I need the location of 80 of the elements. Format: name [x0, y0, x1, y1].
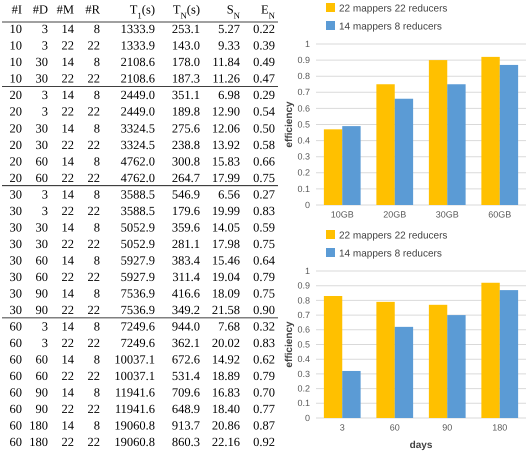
y-tick-label: 0.9	[297, 280, 310, 291]
text: 10 30 14 8 2108.6 178.0 11.84 0.49	[10, 55, 275, 70]
bar	[324, 129, 342, 205]
text: 60 180 14 8 19060.8 913.7 20.86 0.87	[10, 418, 275, 433]
text: 30 3 22 22 3588.5 179.6 19.99 0.83	[10, 204, 275, 218]
bar	[342, 370, 361, 418]
x-tick-label: 180	[492, 422, 508, 432]
text: 20 60 14 8 4762.0 300.8 15.83 0.66	[10, 154, 275, 168]
legend-label: 22 mappers 22 reducers	[339, 4, 448, 14]
text: 20 60 22 22 4762.0 264.7 17.99 0.75	[10, 170, 275, 185]
y-tick-label: 0.1	[297, 398, 310, 408]
text: 10 3 22 22 1333.9 143.0 9.33 0.39	[10, 38, 275, 53]
text: #I #D #M #R T$_{1}$(s) T$_{N}$(s) S$_{N}$ E$_{N}$	[12, 2, 275, 21]
text: 30 90 22 22 7536.9 349.2 21.58 0.90	[10, 302, 275, 317]
y-tick-label: 0.4	[297, 135, 310, 146]
x-tick-label: 60	[390, 422, 400, 432]
bar	[481, 56, 500, 205]
y-tick-label: 0.8	[297, 71, 310, 82]
text: 60 180 22 22 19060.8 860.3 22.16 0.92	[10, 435, 275, 450]
bar	[394, 326, 414, 418]
y-tick-label: 0.1	[297, 184, 310, 194]
text: 60 3 22 22 7249.6 362.1 20.02 0.83	[10, 336, 275, 350]
text: 10 30 22 22 2108.6 187.3 11.26 0.47	[10, 72, 275, 86]
text: 10 3 14 8 1333.9 253.1 5.27 0.22	[10, 22, 275, 36]
text: 60 60 14 8 10037.1 672.6 14.92 0.62	[10, 352, 275, 367]
x-axis-title: days	[410, 440, 433, 451]
x-tick-label: 60GB	[488, 209, 512, 220]
bar	[500, 290, 518, 418]
text: 20 3 22 22 2449.0 189.8 12.90 0.54	[10, 104, 275, 119]
y-tick-label: 1	[304, 266, 310, 276]
y-tick-label: 0.5	[297, 119, 310, 130]
text: 20 3 14 8 2449.0 351.1 6.98 0.29	[10, 88, 275, 102]
x-tick-label: 3	[340, 422, 345, 432]
bar	[376, 84, 395, 205]
text: 30 90 14 8 7536.9 416.6 18.09 0.75	[10, 286, 275, 300]
y-tick-label: 0.7	[297, 87, 310, 98]
y-tick-label: 0.3	[297, 368, 310, 379]
text: 30 60 22 22 5927.9 311.4 19.04 0.79	[10, 270, 275, 284]
bar	[324, 296, 342, 418]
x-tick-label: 90	[442, 422, 452, 432]
y-tick-label: 0.6	[297, 103, 310, 114]
y-axis-title: efficiency	[284, 101, 295, 148]
y-tick-label: 1	[304, 38, 310, 49]
y-axis-title: efficiency	[284, 321, 295, 368]
bar	[376, 302, 395, 418]
y-tick-label: 0.5	[297, 339, 310, 350]
text: 60 90 22 22 11941.6 648.9 18.40 0.77	[10, 402, 275, 416]
text: 30 3 14 8 3588.5 546.9 6.56 0.27	[10, 187, 275, 202]
text: 30 30 14 8 5052.9 359.6 14.05 0.59	[10, 220, 275, 234]
text: 30 60 14 8 5927.9 383.4 15.46 0.64	[10, 253, 275, 268]
bar	[500, 64, 518, 205]
y-tick-label: 0.2	[297, 383, 310, 394]
y-tick-label: 0.2	[297, 168, 310, 178]
y-tick-label: 0.6	[297, 324, 310, 335]
y-tick-label: 0	[304, 412, 310, 423]
text: 30 30 22 22 5052.9 281.1 17.98 0.75	[10, 236, 275, 251]
x-tick-label: 30GB	[436, 209, 459, 220]
legend-label: 14 mappers 8 reducers	[339, 248, 442, 260]
y-tick-label: 0.9	[297, 54, 310, 65]
bar	[447, 84, 466, 205]
y-tick-label: 0.7	[297, 310, 310, 320]
text: 20 30 22 22 3324.5 238.8 13.92 0.58	[10, 138, 275, 152]
y-tick-label: 0.4	[297, 354, 310, 364]
text: 20 30 14 8 3324.5 275.6 12.06 0.50	[10, 121, 275, 136]
y-tick-label: 0	[304, 200, 310, 210]
y-tick-label: 0.8	[297, 295, 310, 306]
bar	[428, 60, 448, 205]
y-tick-label: 0.3	[297, 152, 310, 162]
bar	[428, 304, 448, 418]
text: 60 90 14 8 11941.6 709.6 16.83 0.70	[10, 386, 275, 400]
text: 60 3 14 8 7249.6 944.0 7.68 0.32	[10, 319, 275, 334]
bar	[481, 282, 500, 418]
legend-label: 14 mappers 8 reducers	[339, 22, 442, 32]
x-tick-label: 10GB	[330, 209, 354, 220]
bar	[342, 126, 361, 205]
text: 60 60 22 22 10037.1 531.4 18.89 0.79	[10, 369, 275, 384]
x-tick-label: 20GB	[383, 209, 406, 220]
bar	[447, 315, 466, 418]
legend-label: 22 mappers 22 reducers	[339, 230, 448, 242]
bar	[394, 98, 414, 205]
